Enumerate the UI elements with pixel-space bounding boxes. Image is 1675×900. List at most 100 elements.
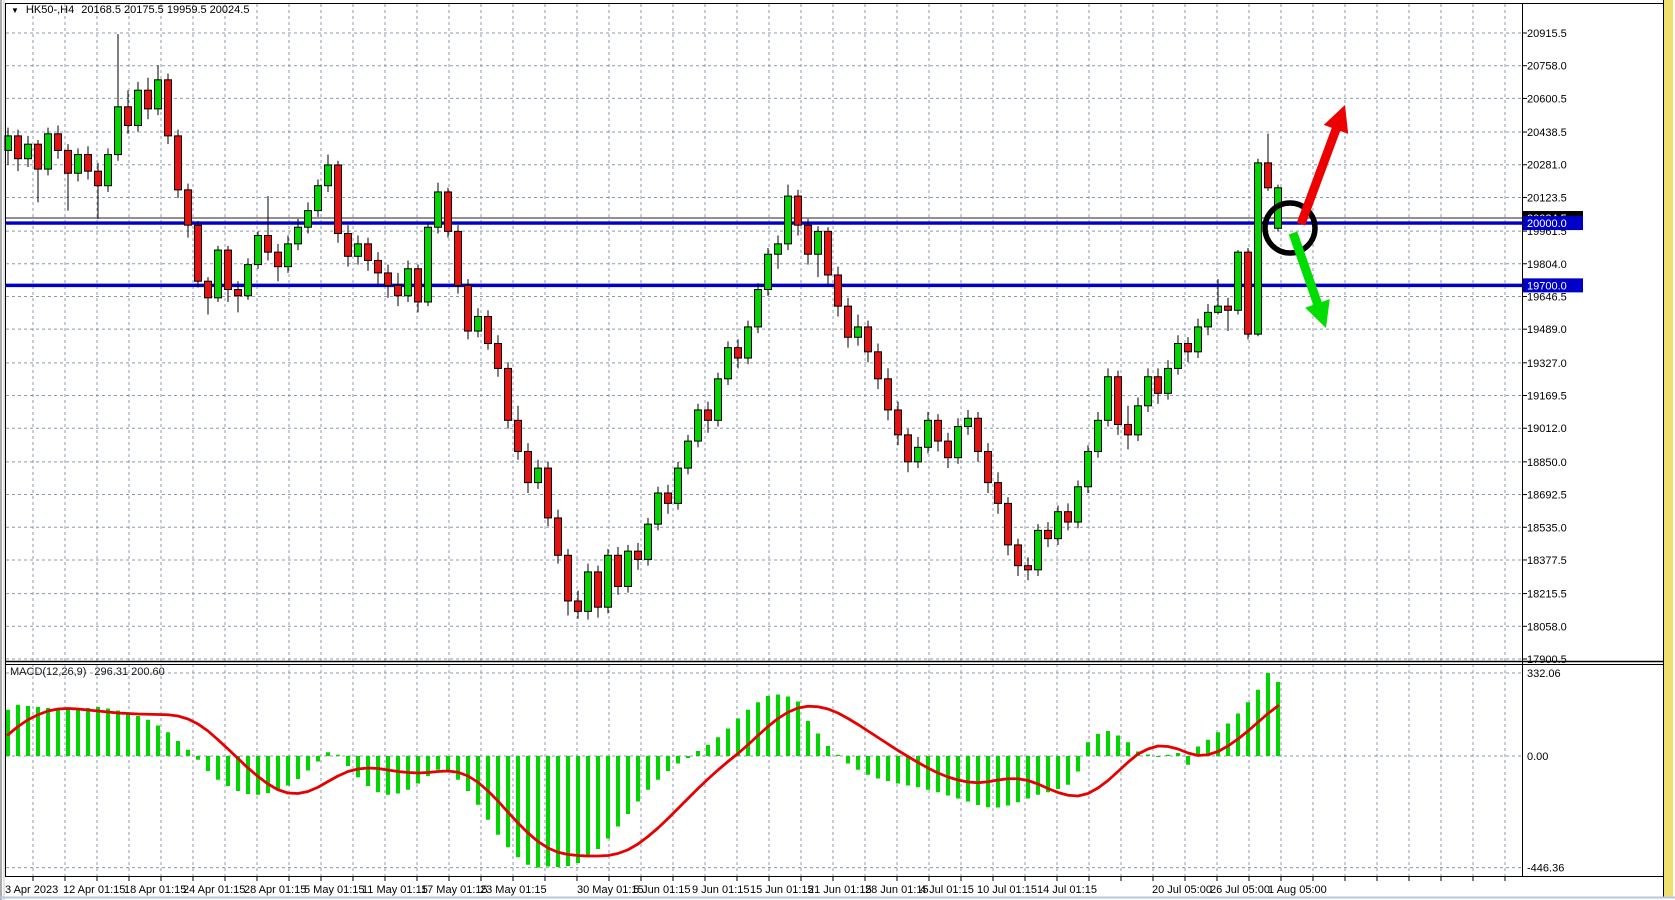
macd-histogram-bar [1276, 681, 1280, 756]
macd-histogram-bar [96, 707, 100, 756]
candle [1064, 503, 1072, 531]
price-tick-label: 18850.0 [1527, 457, 1567, 469]
price-axis[interactable] [1522, 32, 1527, 660]
macd-histogram-bar [346, 756, 350, 766]
candle [984, 443, 992, 494]
candle [704, 401, 712, 433]
macd-histogram-bar [1176, 753, 1180, 756]
macd-histogram-bar [16, 704, 20, 756]
macd-histogram-bar [916, 756, 920, 788]
candle [464, 279, 472, 340]
candle [534, 459, 542, 489]
candle [234, 281, 242, 313]
candle [64, 144, 72, 211]
price-tick-label: 18692.5 [1527, 490, 1567, 502]
candle [254, 231, 262, 269]
time-label: 9 Jun 01:15 [692, 884, 750, 896]
macd-histogram-bar [886, 756, 890, 781]
macd-histogram-bar [456, 756, 460, 780]
macd-histogram-bar [526, 756, 530, 865]
bearish-arrow-annotation[interactable] [1288, 231, 1330, 328]
macd-histogram-bar [516, 756, 520, 858]
candle [444, 187, 452, 238]
macd-histogram-bar [386, 756, 390, 795]
svg-text:19700.0: 19700.0 [1527, 280, 1567, 292]
macd-histogram-bar [66, 709, 70, 756]
macd-histogram-bar [466, 756, 470, 791]
candle [734, 339, 742, 369]
candle [1014, 538, 1022, 577]
price-tick-label: 20281.0 [1527, 160, 1567, 172]
macd-histogram-bar [756, 702, 760, 756]
time-label: 4 Jul 01:15 [920, 884, 974, 896]
candle [14, 129, 22, 172]
macd-histogram-bar [1186, 756, 1190, 765]
symbol-timeframe-label: HK50-,H4 [25, 4, 75, 16]
candle [1124, 405, 1132, 450]
macd-histogram-bar [806, 721, 810, 756]
macd-histogram-bar [706, 744, 710, 756]
macd-histogram-bar [556, 756, 560, 867]
macd-histogram-bar [366, 756, 370, 786]
candle [154, 65, 162, 116]
candle [964, 409, 972, 435]
macd-histogram-bar [1086, 742, 1090, 756]
macd-histogram-bar [476, 756, 480, 805]
price-tick-label: 20758.0 [1527, 61, 1567, 73]
macd-histogram-bar [1236, 713, 1240, 756]
time-label: 28 Apr 01:15 [244, 884, 306, 896]
macd-indicator-name: MACD(12,26,9) [10, 666, 87, 678]
candle [644, 517, 652, 566]
candle [384, 264, 392, 298]
candle [1244, 247, 1252, 340]
candle [1134, 397, 1142, 442]
price-tick-label: 19489.0 [1527, 324, 1567, 336]
candle [994, 472, 1002, 514]
macd-histogram-bar [896, 756, 900, 784]
candle [214, 245, 222, 302]
candle [554, 509, 562, 564]
macd-histogram-bar [126, 713, 130, 756]
candle [434, 182, 442, 234]
candle [804, 218, 812, 265]
macd-indicator-values: 296.31 200.60 [94, 666, 165, 678]
candle [1174, 335, 1182, 375]
macd-histogram-bar [1036, 756, 1040, 795]
macd-histogram-bar [326, 752, 330, 756]
macd-histogram-bar [606, 756, 610, 839]
time-label: 12 Apr 01:15 [63, 884, 125, 896]
candle [774, 235, 782, 269]
macd-histogram-bar [996, 756, 1000, 808]
macd-histogram-bar [796, 701, 800, 756]
macd-histogram-bar [666, 756, 670, 771]
price-tick-label: 19012.0 [1527, 423, 1567, 435]
time-label: 15 Jun 01:15 [750, 884, 814, 896]
candle [814, 226, 822, 278]
candle [474, 308, 482, 338]
macd-histogram-bar [176, 741, 180, 756]
macd-histogram-bar [316, 756, 320, 762]
macd-histogram-bar [296, 756, 300, 779]
candle [1034, 524, 1042, 577]
macd-histogram-bar [186, 749, 190, 756]
macd-histogram-bar [506, 756, 510, 848]
candle [324, 154, 332, 192]
candle [104, 148, 112, 192]
macd-histogram-bar [536, 756, 540, 868]
bullish-arrow-annotation[interactable] [1296, 105, 1349, 226]
time-label: 26 Jul 05:00 [1210, 884, 1270, 896]
candle [624, 544, 632, 593]
candle [344, 225, 352, 267]
breakout-circle-annotation[interactable] [1262, 200, 1318, 256]
candle [664, 484, 672, 514]
macd-histogram-bar [976, 756, 980, 805]
macd-scale-min-label: -446.36 [1527, 863, 1564, 875]
symbol-dropdown-icon[interactable]: ▼ [11, 5, 19, 15]
macd-histogram-bar [1026, 756, 1030, 799]
time-label: 30 May 01:15 [577, 884, 644, 896]
macd-histogram-bar [826, 746, 830, 756]
macd-histogram-bar [1226, 723, 1230, 756]
